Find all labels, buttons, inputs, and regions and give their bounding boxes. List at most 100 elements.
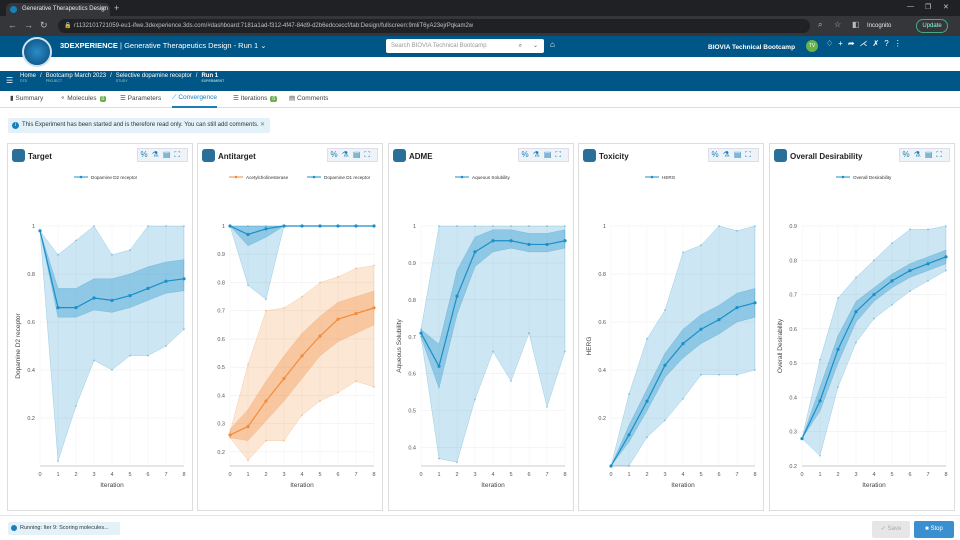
expand-icon[interactable]: ⛶ <box>364 150 374 159</box>
search-icon[interactable]: ⌕ <box>518 43 522 49</box>
reload-icon[interactable]: ↻ <box>40 20 48 30</box>
tab-iterations[interactable]: ☰ Iterations 0 <box>233 94 278 108</box>
tab-parameters[interactable]: ☰ Parameters <box>120 94 161 108</box>
max-point <box>492 225 494 227</box>
max-point <box>664 309 666 311</box>
add-icon[interactable]: + <box>838 39 848 48</box>
percent-icon[interactable]: % <box>330 150 342 159</box>
min-point <box>111 369 113 371</box>
table-icon[interactable]: ▤ <box>733 150 746 159</box>
percent-icon[interactable]: % <box>140 150 152 159</box>
expand-icon[interactable]: ⛶ <box>745 150 755 159</box>
data-point <box>164 279 168 283</box>
zoom-icon[interactable]: ⌕ <box>818 20 823 29</box>
percent-icon[interactable]: % <box>711 150 723 159</box>
max-point <box>75 239 77 242</box>
percent-icon[interactable]: % <box>902 150 914 159</box>
platform-name[interactable]: BIOVIA Technical Bootcamp <box>708 44 796 51</box>
min-point <box>165 345 167 347</box>
data-point <box>563 239 567 243</box>
save-button[interactable]: ✓ Save <box>872 521 910 538</box>
tab-comments-icon: ▤ <box>289 95 297 102</box>
tab-summary[interactable]: ▮ Summary <box>10 94 43 108</box>
table-icon[interactable]: ▤ <box>924 150 937 159</box>
tab-comments[interactable]: ▤ Comments <box>289 94 328 108</box>
search-input[interactable]: Search BIOVIA Technical Bootcamp ⌕ ⌄ <box>386 39 544 53</box>
filter-icon[interactable]: ⚗ <box>151 150 163 159</box>
tab-label: Molecules <box>67 95 97 102</box>
sidebar-icon[interactable]: ◧ <box>852 20 860 29</box>
y-tick-label: 0.6 <box>598 320 606 326</box>
apps-icon[interactable]: ⋮ <box>893 39 907 48</box>
legend-marker <box>234 175 238 179</box>
y-tick-label: 0.6 <box>408 372 416 378</box>
table-icon[interactable]: ▤ <box>352 150 365 159</box>
filter-icon[interactable]: ⚗ <box>722 150 734 159</box>
x-axis-label: Iteration <box>671 482 695 489</box>
compass-logo[interactable] <box>22 37 52 67</box>
close-tab-icon[interactable]: ✕ <box>100 6 106 13</box>
tools-icon[interactable]: ✗ <box>872 39 885 48</box>
update-button[interactable]: Update <box>916 19 948 33</box>
restore-icon[interactable]: ❐ <box>925 4 932 11</box>
filter-icon[interactable]: ⚗ <box>913 150 925 159</box>
new-tab-icon[interactable]: + <box>114 3 120 13</box>
app-run-title[interactable]: Generative Therapeutics Design - Run 1 <box>124 41 259 50</box>
filter-icon[interactable]: ⚗ <box>341 150 353 159</box>
url-field[interactable]: 🔒 r1132101721059-eu1-ifwe.3dexperience.3d… <box>58 19 810 33</box>
x-tick-label: 8 <box>753 472 756 478</box>
max-point <box>474 225 476 227</box>
expand-icon[interactable]: ⛶ <box>555 150 565 159</box>
data-point <box>419 331 423 335</box>
max-point <box>301 295 303 298</box>
expand-icon[interactable]: ⛶ <box>174 150 184 159</box>
x-tick-label: 5 <box>699 472 702 478</box>
min-point <box>646 436 648 439</box>
chevron-down-icon[interactable]: ⌄ <box>260 41 267 50</box>
back-icon[interactable]: ← <box>8 20 17 30</box>
data-point <box>372 224 376 228</box>
menu-icon[interactable]: ☰ <box>6 76 14 85</box>
forward-icon[interactable]: → <box>24 20 33 30</box>
notifications-icon[interactable]: ♢ <box>826 39 839 48</box>
close-window-icon[interactable]: ✕ <box>943 4 949 11</box>
stop-button[interactable]: ■ Stop <box>914 521 954 538</box>
min-point <box>754 369 756 371</box>
search-dropdown-icon[interactable]: ⌄ <box>532 43 538 49</box>
min-point <box>301 414 303 417</box>
min-point <box>718 373 720 376</box>
breadcrumb-item[interactable]: Selective dopamine receptor STUDY <box>116 73 192 83</box>
breadcrumb-type: EXPERIMENT <box>201 79 225 83</box>
minimize-icon[interactable]: — <box>907 3 914 10</box>
max-point <box>682 251 684 254</box>
legend-label: Acetylcholinesterase <box>246 175 289 180</box>
min-point <box>301 225 303 227</box>
bookmark-icon[interactable]: ☆ <box>834 20 842 29</box>
tab-molecules[interactable]: ⚬ Molecules 0 <box>60 94 107 108</box>
percent-icon[interactable]: % <box>521 150 533 159</box>
tab-convergence[interactable]: ⟋ Convergence <box>172 94 218 108</box>
tab-convergence-icon: ⟋ <box>172 94 179 101</box>
max-point <box>129 249 131 251</box>
table-icon[interactable]: ▤ <box>162 150 175 159</box>
data-point <box>128 294 132 298</box>
close-notice-icon[interactable]: ✕ <box>259 122 265 128</box>
breadcrumb-item[interactable]: Run 1 EXPERIMENT <box>201 73 224 83</box>
expand-icon[interactable]: ⛶ <box>936 150 946 159</box>
communities-icon[interactable]: ⋌ <box>859 39 873 48</box>
x-tick-label: 0 <box>800 472 803 478</box>
share-icon[interactable]: ➦ <box>847 39 860 48</box>
data-point <box>300 354 304 358</box>
table-icon[interactable]: ▤ <box>543 150 556 159</box>
avatar[interactable]: TV <box>806 40 818 52</box>
filter-icon[interactable]: ⚗ <box>532 150 544 159</box>
breadcrumb-label: Selective dopamine receptor <box>115 73 192 79</box>
min-point <box>355 225 357 227</box>
breadcrumb-item[interactable]: Home DTD <box>20 73 36 83</box>
chart-title: Toxicity <box>599 152 629 161</box>
tab-label: Summary <box>15 95 44 102</box>
breadcrumb-item[interactable]: Bootcamp March 2023 PROJECT <box>46 73 106 83</box>
tag-icon[interactable]: ⌂ <box>550 40 555 49</box>
help-icon[interactable]: ? <box>884 39 894 48</box>
browser-tab[interactable]: Generative Therapeutics Design ✕ <box>6 3 110 16</box>
